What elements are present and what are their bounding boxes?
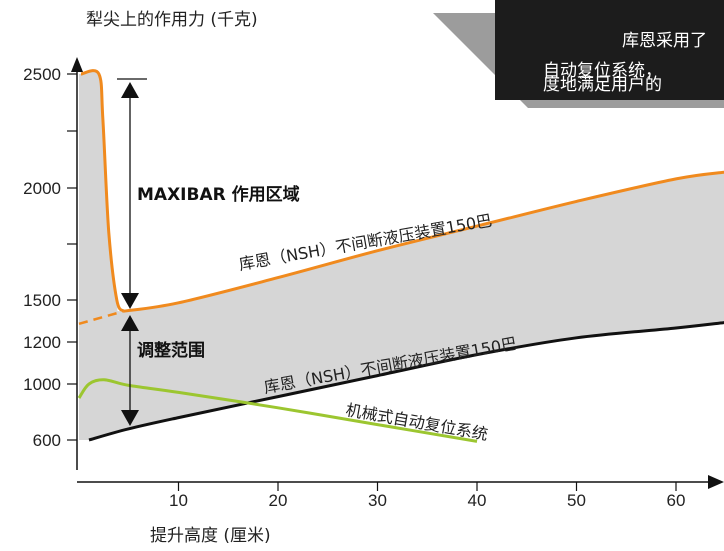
x-tick-label: 50 (567, 491, 586, 510)
x-tick-label: 30 (368, 491, 387, 510)
ticks: 10 20 30 40 50 60 2500 2000 1500 1200 1000 600 (23, 65, 685, 510)
dimension-markers (117, 78, 147, 426)
series-layer (77, 69, 724, 443)
callout-box: 库恩采用了 自动复位系统， 度地满足用户的 (433, 0, 724, 108)
adjustment-band (78, 70, 724, 440)
nsh-lower-curve (88, 321, 724, 442)
y-tick-label: 1500 (23, 291, 61, 310)
maxibar-zone-label: MAXIBAR 作用区域 (137, 184, 300, 205)
callout-line-3: 度地满足用户的 (543, 75, 662, 95)
x-axis-arrow (708, 475, 724, 489)
x-tick-label: 60 (667, 491, 686, 510)
maxibar-curve (80, 69, 126, 313)
callout-line-1: 库恩采用了 (622, 31, 707, 51)
y-tick-label: 1000 (23, 375, 61, 394)
axes (71, 57, 724, 489)
range-arrow-down (121, 410, 139, 426)
nsh-upper-curve-dashed (78, 309, 125, 326)
x-axis-title: 提升高度 (厘米) (150, 526, 271, 546)
nsh-upper-curve (123, 170, 724, 313)
x-tick-label: 40 (468, 491, 487, 510)
callout-background (495, 0, 724, 100)
mechanical-curve-label: 机械式自动复位系统 (344, 400, 489, 444)
adjustment-range-label: 调整范围 (137, 340, 205, 361)
maxibar-arrow-up (121, 82, 139, 98)
x-tick-label: 20 (269, 491, 288, 510)
callout-line-2: 自动复位系统， (543, 61, 662, 81)
x-tick-label: 10 (169, 491, 188, 510)
y-axis-title: 犁尖上的作用力 (千克) (86, 10, 258, 30)
y-tick-label: 600 (33, 431, 61, 450)
y-tick-label: 2500 (23, 65, 61, 84)
y-axis-arrow (71, 57, 83, 72)
maxibar-arrow-down (121, 293, 139, 309)
mechanical-curve (77, 378, 478, 443)
range-arrow-up (121, 315, 139, 331)
y-tick-label: 1200 (23, 333, 61, 352)
y-tick-label: 2000 (23, 179, 61, 198)
